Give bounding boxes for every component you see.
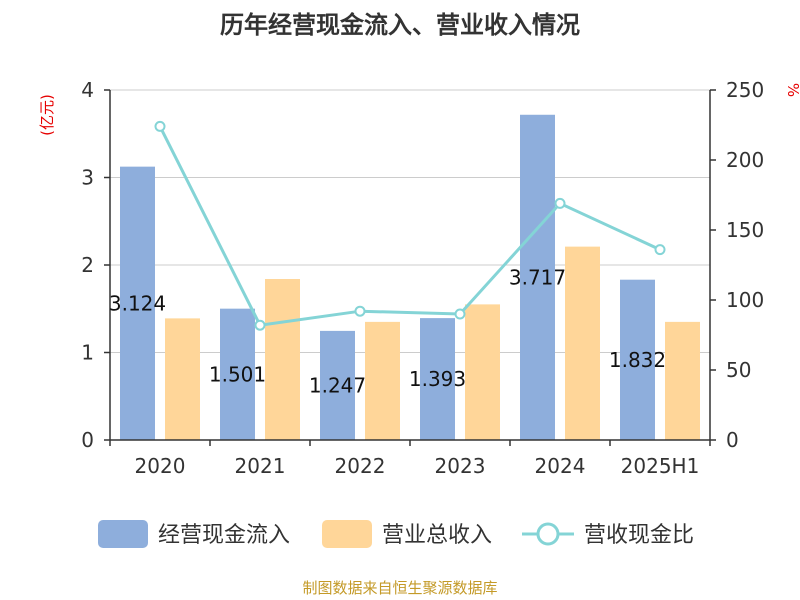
- legend-swatch-revenue: [322, 520, 372, 548]
- legend-swatch-ratio-marker: [536, 522, 560, 546]
- legend-item-revenue[interactable]: 营业总收入: [322, 520, 492, 548]
- ratio-point: [454, 308, 466, 320]
- x-tick-label: 2023: [435, 454, 486, 478]
- ratio-point: [554, 197, 566, 209]
- y-left-tick-label: 0: [81, 428, 94, 452]
- y-right-tick-label: 250: [726, 78, 764, 102]
- bar-cash-inflow: [220, 308, 255, 440]
- bar-cash-inflow: [320, 330, 355, 440]
- data-label-cash-inflow: 3.124: [109, 291, 166, 315]
- ratio-line-path: [158, 125, 661, 327]
- x-tick-label: 2021: [235, 454, 286, 478]
- x-tick-label: 2020: [135, 454, 186, 478]
- y-left-unit: (亿元): [38, 94, 56, 136]
- y-right-tick-label: 150: [726, 218, 764, 242]
- data-label-cash-inflow: 1.832: [609, 348, 666, 372]
- bar-revenue: [465, 304, 500, 440]
- bar-revenue: [665, 321, 700, 440]
- y-left-tick-label: 2: [81, 253, 94, 277]
- grid-lines: [110, 89, 710, 353]
- y-left-tick-label: 4: [81, 78, 94, 102]
- data-labels: 3.124 1.501 1.247 1.393 3.717 1.832: [109, 265, 666, 397]
- y-right-tick-label: 0: [726, 428, 739, 452]
- axes: 0 1 2 3 4 0 50 100 150 200 250 2020 2021 2022 2023 2024…: [81, 78, 764, 478]
- bars: [120, 114, 700, 440]
- data-label-cash-inflow: 3.717: [509, 265, 566, 289]
- legend-label-ratio: 营收现金比: [584, 523, 694, 548]
- y-right-tick-label: 50: [726, 358, 751, 382]
- legend-item-cash-inflow[interactable]: 经营现金流入: [98, 520, 290, 548]
- y-left-tick-label: 1: [81, 341, 94, 365]
- ratio-line: [154, 120, 666, 331]
- bar-revenue: [165, 318, 200, 440]
- x-tick-label: 2022: [335, 454, 386, 478]
- data-label-cash-inflow: 1.393: [409, 367, 466, 391]
- y-right-tick-label: 200: [726, 148, 764, 172]
- bar-revenue: [265, 279, 300, 440]
- x-tick-label: 2024: [535, 454, 586, 478]
- y-left-tick-label: 3: [81, 166, 94, 190]
- ratio-point: [254, 319, 266, 331]
- ratio-point: [654, 244, 666, 256]
- bar-cash-inflow: [520, 114, 555, 440]
- bar-revenue: [365, 321, 400, 440]
- bar-revenue: [565, 246, 600, 440]
- legend-item-ratio[interactable]: 营收现金比: [522, 522, 694, 548]
- legend-label-cash-inflow: 经营现金流入: [158, 523, 290, 548]
- legend-swatch-cash-inflow: [98, 520, 148, 548]
- bar-cash-inflow: [420, 318, 455, 440]
- bar-cash-inflow: [120, 166, 155, 440]
- ratio-point: [354, 305, 366, 317]
- data-label-cash-inflow: 1.501: [209, 362, 266, 386]
- ratio-point: [154, 120, 166, 132]
- chart-title: 历年经营现金流入、营业收入情况: [220, 11, 580, 39]
- x-tick-label: 2025H1: [621, 454, 700, 478]
- legend-label-revenue: 营业总收入: [382, 523, 492, 548]
- y-right-unit: %: [784, 83, 800, 97]
- bar-cash-inflow: [620, 279, 655, 440]
- data-label-cash-inflow: 1.247: [309, 373, 366, 397]
- y-right-tick-label: 100: [726, 288, 764, 312]
- source-note: 制图数据来自恒生聚源数据库: [302, 579, 497, 597]
- legend: 经营现金流入 营业总收入 营收现金比: [98, 520, 694, 548]
